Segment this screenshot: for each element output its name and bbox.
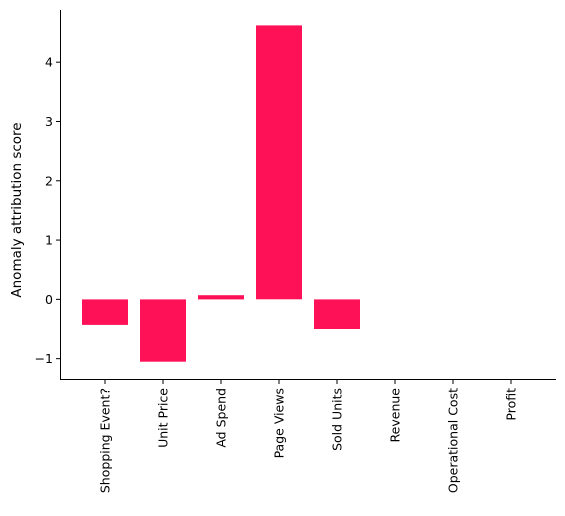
x-tick-label: Sold Units: [330, 388, 345, 451]
y-axis-title: Anomaly attribution score: [9, 122, 25, 297]
bar-unit-price: [140, 299, 186, 362]
y-tick-label: 2: [45, 173, 53, 188]
bar-ad-spend: [198, 295, 244, 300]
bar-page-views: [256, 25, 302, 300]
y-tick-label: 3: [45, 114, 53, 129]
y-tick-label: 1: [45, 233, 53, 248]
x-tick-label: Revenue: [388, 388, 403, 443]
y-tick-label: 4: [45, 55, 53, 70]
x-tick-label: Page Views: [272, 388, 287, 458]
y-tick-label: −1: [35, 351, 53, 366]
y-tick-label: 0: [45, 292, 53, 307]
x-ticks-group: Shopping Event? Unit Price Ad Spend Page Vi…: [98, 380, 519, 493]
y-ticks-group: −1 0 1 2 3 4: [35, 55, 60, 366]
x-tick-label: Unit Price: [156, 388, 171, 448]
x-tick-label: Shopping Event?: [98, 388, 113, 493]
bars-group: [82, 25, 360, 362]
x-tick-label: Operational Cost: [446, 388, 461, 493]
x-tick-label: Profit: [504, 388, 519, 421]
bar-shopping-event: [82, 299, 128, 325]
x-tick-label: Ad Spend: [214, 388, 229, 448]
bar-sold-units: [314, 299, 360, 329]
